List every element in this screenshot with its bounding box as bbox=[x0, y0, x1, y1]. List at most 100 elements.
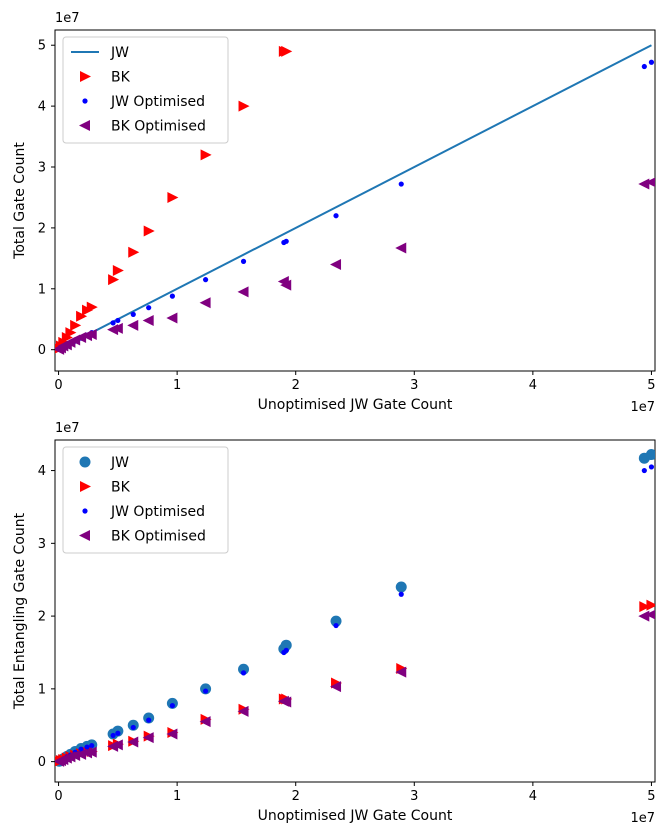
bottom-data-point-bk-optimised bbox=[199, 716, 211, 728]
bottom-data-point-jw bbox=[645, 449, 655, 461]
bottom-data-point-bk bbox=[646, 599, 655, 611]
bottom-x-tick-label: 3 bbox=[410, 789, 418, 804]
bottom-legend-box bbox=[62, 446, 229, 554]
bottom-legend-label-jw: JW bbox=[110, 455, 129, 471]
bottom-data-point-jw bbox=[280, 639, 292, 651]
top-series-bk bbox=[55, 45, 293, 354]
top-data-point-jw-optimised bbox=[333, 213, 339, 219]
bottom-data-point-bk-optimised bbox=[75, 748, 87, 760]
top-data-point-jw-optimised bbox=[130, 311, 136, 317]
top-legend-swatch-bk bbox=[80, 71, 91, 82]
bottom-legend: JW BK JW Optimised BK Optimised bbox=[62, 446, 229, 554]
top-data-point-bk bbox=[86, 301, 98, 313]
bottom-y-tick-label: 0 bbox=[38, 755, 46, 770]
bottom-data-point-bk-optimised bbox=[111, 739, 123, 751]
top-data-point-jw-optimised bbox=[240, 258, 247, 264]
top-data-point-bk-optimised bbox=[199, 297, 211, 309]
bottom-data-point-jw-optimised bbox=[130, 724, 136, 731]
top-data-point-jw-optimised bbox=[641, 63, 647, 70]
bottom-data-point-jw-optimised bbox=[115, 730, 121, 736]
bottom-data-point-bk-optimised bbox=[142, 732, 154, 744]
top-data-point-bk bbox=[112, 265, 124, 277]
top-x-tick-label: 3 bbox=[410, 378, 418, 393]
bottom-data-point-jw-optimised bbox=[89, 743, 95, 749]
bottom-data-point-jw-optimised bbox=[398, 591, 404, 597]
bottom-x-tick-label: 5 bbox=[647, 789, 655, 804]
top-data-point-bk bbox=[238, 100, 250, 112]
top-y-tick-label: 3 bbox=[38, 161, 46, 176]
top-data-point-bk bbox=[76, 310, 88, 322]
top-data-point-bk-optimised bbox=[330, 258, 342, 270]
top-legend-label-bk: BK bbox=[111, 70, 131, 86]
top-data-point-bk-optimised bbox=[111, 322, 123, 334]
bottom-data-point-jw-optimised bbox=[648, 464, 655, 470]
top-legend-label-bk-optimised: BK Optimised bbox=[111, 119, 206, 135]
bottom-legend-swatch-jw-optimised bbox=[82, 508, 88, 514]
top-data-point-jw-optimised bbox=[398, 181, 404, 187]
bottom-data-point-jw-optimised bbox=[283, 647, 289, 653]
top-x-tick-label: 0 bbox=[54, 378, 62, 393]
bottom-chart-panel: 0 1 2 3 4 5 0 1 2 3 4 1e7 1e7 Unoptimised JW Gate Cou… bbox=[12, 421, 656, 826]
top-legend-label-jw: JW bbox=[110, 45, 129, 61]
bottom-plot-area bbox=[55, 449, 655, 767]
top-data-point-jw-optimised bbox=[115, 317, 121, 324]
bottom-y-tick-label: 2 bbox=[38, 610, 46, 625]
bottom-data-point-jw bbox=[238, 663, 250, 675]
top-chart-panel: 0 1 2 3 4 5 0 1 2 3 4 5 1e7 1e7 Unoptimised JW Gate Co… bbox=[12, 11, 656, 415]
top-plot-area bbox=[55, 44, 655, 355]
top-x-tick-label: 2 bbox=[292, 378, 300, 393]
bottom-data-point-jw-optimised bbox=[240, 670, 247, 676]
bottom-x-axis-label: Unoptimised JW Gate Count bbox=[258, 808, 453, 824]
bottom-x-tick-label: 4 bbox=[529, 789, 537, 804]
bottom-data-point-jw-optimised bbox=[202, 688, 209, 694]
bottom-data-point-jw bbox=[395, 581, 407, 593]
top-plot-frame bbox=[54, 29, 656, 372]
top-data-point-bk-optimised bbox=[280, 279, 292, 291]
bottom-x-tick-label: 0 bbox=[54, 789, 62, 804]
bottom-data-point-bk-optimised bbox=[69, 749, 81, 761]
top-data-point-bk bbox=[200, 149, 212, 161]
bottom-y-multiplier: 1e7 bbox=[55, 421, 80, 436]
top-data-point-bk bbox=[143, 225, 155, 237]
bottom-data-point-bk-optimised bbox=[395, 666, 407, 678]
top-data-point-bk bbox=[65, 327, 77, 339]
top-y-axis-label: Total Gate Count bbox=[12, 142, 28, 260]
top-y-multiplier: 1e7 bbox=[55, 11, 80, 26]
top-data-point-bk bbox=[61, 332, 73, 344]
bottom-data-point-bk-optimised bbox=[638, 610, 650, 622]
top-legend-swatch-bk-optimised bbox=[79, 120, 90, 131]
bottom-series-bk-optimised bbox=[55, 609, 655, 767]
bottom-legend-swatch-bk bbox=[80, 481, 91, 492]
top-data-point-bk bbox=[70, 319, 82, 331]
top-legend-label-jw-optimised: JW Optimised bbox=[110, 94, 205, 110]
bottom-data-point-jw bbox=[330, 615, 342, 627]
top-legend-swatch-jw-optimised bbox=[82, 98, 88, 104]
top-series-jw bbox=[58, 44, 652, 351]
bottom-legend-label-bk: BK bbox=[111, 480, 131, 496]
bottom-y-tick-label: 3 bbox=[38, 537, 46, 552]
bottom-legend-swatch-jw bbox=[79, 456, 91, 468]
bottom-x-tick-label: 1 bbox=[173, 789, 181, 804]
top-data-point-bk-optimised bbox=[395, 242, 407, 254]
top-data-point-jw-optimised bbox=[283, 238, 289, 244]
bottom-data-point-bk-optimised bbox=[166, 728, 178, 740]
top-data-point-jw-optimised bbox=[648, 59, 655, 65]
bottom-data-point-bk-optimised bbox=[280, 696, 292, 708]
bottom-legend-swatch-bk-optimised bbox=[79, 530, 90, 541]
top-x-axis-label: Unoptimised JW Gate Count bbox=[258, 397, 453, 413]
top-data-point-bk bbox=[108, 274, 120, 286]
bottom-series-bk bbox=[55, 599, 655, 767]
top-data-point-jw-optimised bbox=[169, 293, 175, 299]
top-x-multiplier: 1e7 bbox=[630, 400, 655, 415]
bottom-data-point-bk-optimised bbox=[81, 747, 93, 759]
bottom-x-tick-label: 2 bbox=[292, 789, 300, 804]
top-data-point-bk bbox=[167, 191, 179, 203]
bottom-legend-label-jw-optimised: JW Optimised bbox=[110, 504, 205, 520]
top-data-point-bk bbox=[281, 45, 293, 57]
top-x-tick-label: 1 bbox=[173, 378, 181, 393]
bottom-data-point-bk-optimised bbox=[127, 736, 139, 748]
bottom-data-point-jw-optimised bbox=[146, 717, 152, 723]
top-y-tick-label: 1 bbox=[38, 282, 46, 297]
top-data-point-bk-optimised bbox=[166, 312, 178, 324]
